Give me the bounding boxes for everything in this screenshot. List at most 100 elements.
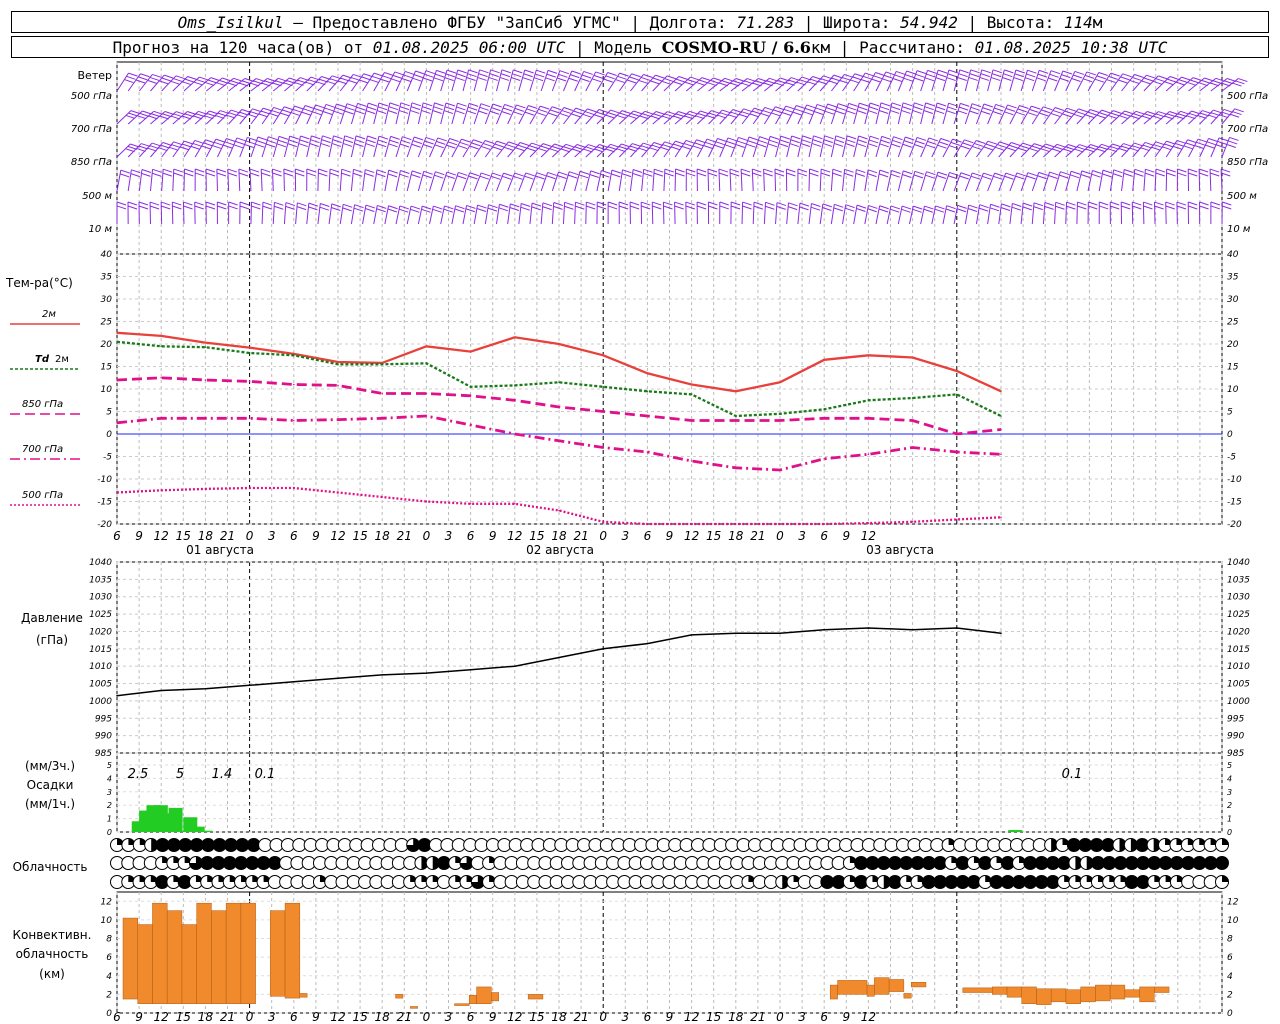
conv-tick-left: 12 bbox=[101, 897, 113, 907]
wind-barb-feather bbox=[423, 170, 433, 175]
wind-barb-staff bbox=[630, 74, 644, 92]
wind-barb-feather bbox=[479, 69, 489, 74]
wind-barb-feather bbox=[413, 74, 424, 79]
wind-barb-feather bbox=[809, 172, 819, 177]
x-tick-label-bottom: 12 bbox=[684, 1010, 699, 1024]
wind-barb-feather bbox=[611, 169, 622, 174]
temp-series-point bbox=[381, 417, 384, 420]
wind-barb bbox=[931, 102, 947, 125]
wind-barb-feather bbox=[1034, 143, 1044, 148]
wind-barb-feather bbox=[469, 145, 479, 150]
wind-barb-feather bbox=[703, 145, 713, 150]
wind-barb bbox=[1154, 76, 1180, 92]
wind-barb-feather bbox=[1199, 201, 1209, 206]
pressure-point bbox=[690, 634, 693, 636]
wind-barb-feather bbox=[990, 76, 1001, 81]
wind-barb-feather bbox=[660, 146, 670, 151]
wind-barb-feather bbox=[1108, 114, 1118, 119]
wind-barb-feather bbox=[860, 79, 871, 84]
x-tick-label-temp: 0 bbox=[599, 529, 607, 543]
wind-barb bbox=[719, 108, 743, 125]
wind-barb-feather bbox=[466, 204, 476, 209]
cloud-cover-fill bbox=[406, 838, 420, 852]
wind-barb bbox=[160, 201, 171, 225]
wind-barb-feather bbox=[526, 108, 536, 113]
wind-barb-feather bbox=[1147, 111, 1157, 115]
wind-barb-feather bbox=[205, 168, 216, 173]
wind-barb-staff bbox=[161, 169, 164, 192]
wind-barb bbox=[384, 71, 404, 92]
wind-barb-feather bbox=[632, 172, 642, 177]
wind-barb-feather bbox=[600, 173, 610, 178]
wind-barb-feather bbox=[136, 147, 146, 152]
wind-barb-feather bbox=[928, 137, 939, 142]
temp-series-point bbox=[602, 410, 604, 413]
wind-barb-feather bbox=[288, 139, 298, 144]
wind-barb-feather bbox=[869, 135, 880, 140]
wind-barb bbox=[1009, 202, 1022, 225]
wind-barb-feather bbox=[836, 106, 846, 111]
wind-barb-feather bbox=[377, 204, 387, 209]
wind-barb bbox=[306, 168, 316, 192]
wind-barb-feather bbox=[926, 73, 936, 78]
wind-barb-staff bbox=[596, 109, 611, 125]
wind-barb bbox=[630, 73, 653, 92]
wind-barb-staff bbox=[752, 202, 755, 225]
temp-series-point bbox=[116, 340, 118, 343]
wind-barb-staff bbox=[819, 169, 822, 192]
wind-barb bbox=[239, 201, 250, 225]
wind-barb bbox=[886, 170, 901, 192]
wind-barb-feather bbox=[1188, 168, 1198, 173]
wind-barb-feather bbox=[1177, 172, 1187, 177]
wind-barb-staff bbox=[406, 205, 412, 225]
wind-barb-feather bbox=[903, 140, 914, 145]
wind-barb-feather bbox=[1174, 142, 1185, 147]
wind-barb-feather bbox=[1098, 72, 1108, 76]
wind-barb-feather bbox=[247, 113, 258, 118]
wind-barb bbox=[1109, 169, 1123, 192]
wind-barb-feather bbox=[348, 79, 358, 84]
temp-tick-left: 10 bbox=[101, 385, 113, 395]
wind-barb bbox=[1065, 144, 1089, 158]
wind-barb-staff bbox=[272, 202, 275, 225]
temp-series-point bbox=[646, 390, 649, 393]
wind-barb-staff bbox=[339, 135, 346, 158]
x-tick-label-temp: 18 bbox=[551, 529, 567, 543]
wind-barb-feather bbox=[885, 71, 896, 76]
wind-barb bbox=[853, 204, 867, 225]
wind-barb-feather bbox=[222, 144, 233, 149]
wind-barb-feather bbox=[1155, 78, 1165, 83]
cloud-cover-icon bbox=[235, 838, 250, 852]
wind-barb-feather bbox=[945, 208, 956, 213]
wind-barb-staff bbox=[1110, 110, 1125, 125]
x-tick-label-bottom: 0 bbox=[423, 1010, 431, 1024]
wind-barb-staff bbox=[663, 169, 666, 192]
wind-barb-feather bbox=[1012, 202, 1022, 207]
temp-series-point bbox=[690, 419, 693, 422]
wind-barb-feather bbox=[355, 139, 365, 144]
wind-barb bbox=[629, 201, 640, 225]
wind-barb-feather bbox=[663, 205, 673, 210]
wind-barb bbox=[362, 135, 377, 158]
wind-barb-staff bbox=[920, 102, 927, 125]
conv-title-1: Конвективн. bbox=[13, 928, 92, 942]
wind-barb-staff bbox=[1009, 142, 1024, 158]
forecast-start: 01.08.2025 06:00 UTC bbox=[372, 37, 566, 57]
wind-barb-feather bbox=[503, 146, 514, 151]
wind-barb bbox=[696, 201, 707, 225]
cloud-cover-fill bbox=[213, 838, 227, 852]
wind-barb-feather bbox=[354, 143, 364, 147]
wind-barb-staff bbox=[1031, 106, 1044, 125]
wind-barb-feather bbox=[546, 73, 556, 78]
temp-series-point bbox=[425, 362, 428, 365]
wind-barb-feather bbox=[547, 112, 558, 117]
temp-tick-right: 15 bbox=[1227, 363, 1239, 373]
wind-barb-feather bbox=[565, 143, 575, 148]
wind-barb-feather bbox=[399, 205, 409, 210]
wind-barb-feather bbox=[1096, 114, 1106, 119]
wind-barb-staff bbox=[607, 110, 623, 125]
wind-barb-feather bbox=[706, 138, 717, 143]
wind-barb-feather bbox=[946, 110, 956, 115]
wind-barb-feather bbox=[801, 139, 811, 144]
cloud-cover-icon bbox=[1203, 856, 1218, 870]
